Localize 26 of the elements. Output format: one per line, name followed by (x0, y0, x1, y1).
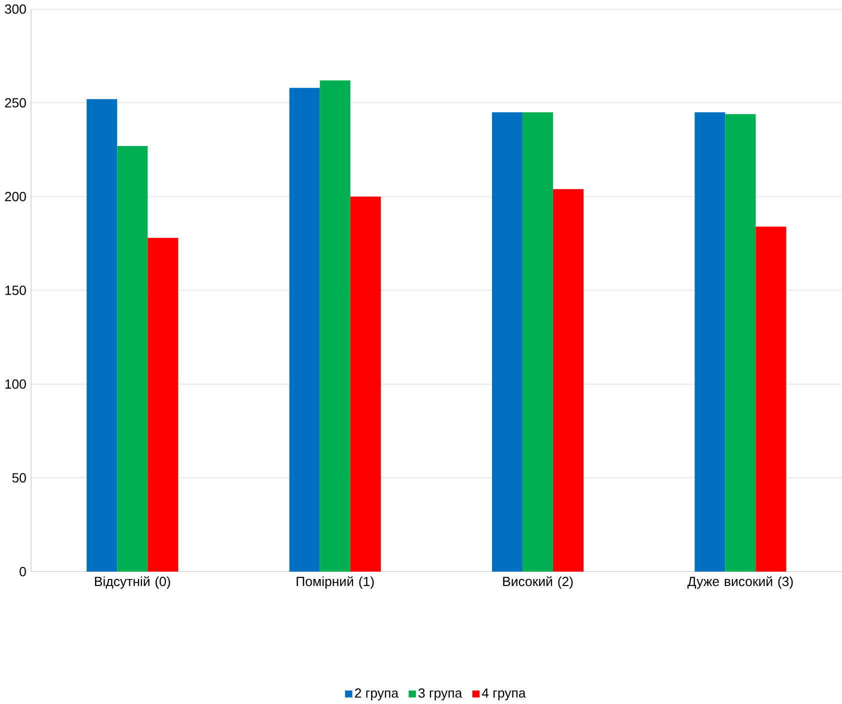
legend-label: 3 група (418, 688, 462, 701)
bar (492, 112, 523, 572)
y-tick-label: 200 (5, 192, 26, 202)
bar (86, 99, 118, 572)
bar (320, 80, 350, 572)
bar (553, 189, 584, 572)
y-tick-label: 50 (12, 473, 26, 483)
legend-label: 4 група (482, 688, 526, 700)
y-tick-label: 250 (5, 98, 26, 108)
bar (289, 88, 320, 572)
y-tick-label: 100 (5, 380, 26, 389)
legend-label: 2 група (355, 688, 399, 701)
bar (694, 112, 726, 572)
x-tick-label: Дуже високий (3) (687, 576, 793, 589)
bar (756, 226, 786, 572)
x-tick-label: Помірний (1) (296, 576, 374, 589)
bar (522, 112, 554, 572)
x-tick-label: Високий (2) (503, 576, 573, 589)
bar (350, 196, 381, 572)
bar (725, 114, 756, 572)
y-tick-label: 300 (4, 4, 26, 14)
x-tick-label: Відсутній (0) (95, 576, 170, 589)
y-tick-label: 0 (20, 567, 26, 576)
bar (117, 146, 148, 572)
bar (148, 238, 178, 572)
y-tick-label: 150 (5, 286, 26, 296)
